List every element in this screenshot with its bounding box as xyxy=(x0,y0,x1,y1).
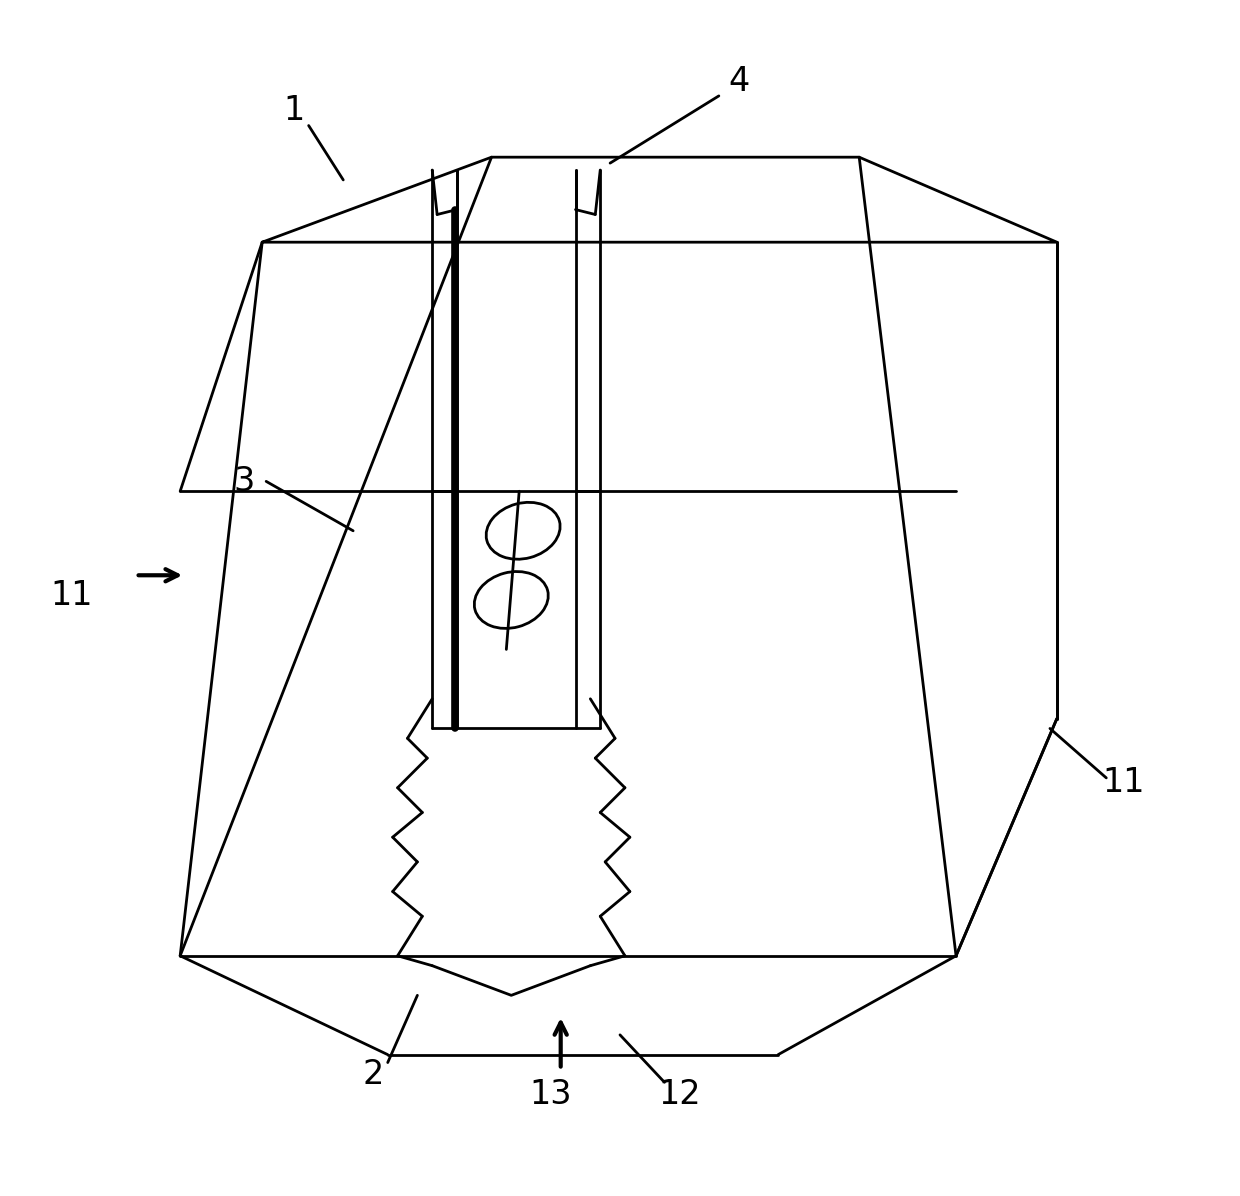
Text: 4: 4 xyxy=(728,65,749,98)
Text: 12: 12 xyxy=(658,1078,701,1111)
Text: 3: 3 xyxy=(234,465,255,498)
Text: 2: 2 xyxy=(362,1058,383,1091)
Text: 1: 1 xyxy=(283,94,305,127)
Text: 11: 11 xyxy=(1102,767,1146,799)
Text: 13: 13 xyxy=(529,1078,572,1111)
Text: 11: 11 xyxy=(50,579,93,611)
